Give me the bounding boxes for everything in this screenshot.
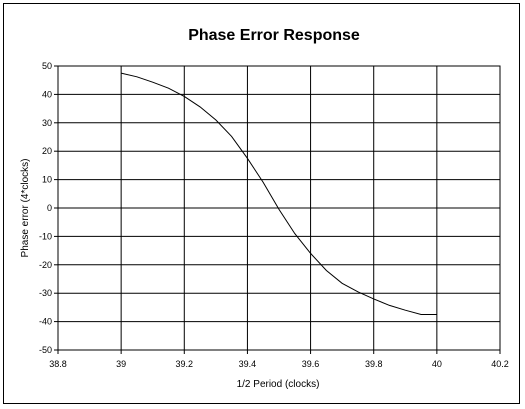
x-tick-label: 39.8	[365, 359, 383, 369]
y-tick-label: -10	[39, 231, 52, 241]
x-tick-label: 39.2	[176, 359, 194, 369]
y-tick-label: 10	[42, 175, 52, 185]
y-tick-label: 40	[42, 89, 52, 99]
y-tick-label: -50	[39, 345, 52, 355]
y-tick-label: -40	[39, 317, 52, 327]
y-axis-label: Phase error (4*clocks)	[20, 159, 31, 258]
y-tick-label: 0	[47, 203, 52, 213]
x-tick-label: 39.6	[302, 359, 320, 369]
x-axis-label: 1/2 Period (clocks)	[237, 379, 320, 390]
x-tick-label: 39.4	[239, 359, 257, 369]
series-line	[120, 72, 437, 315]
x-axis: 38.8 39 39.2 39.4 39.6 39.8 40 40.2	[49, 350, 509, 369]
y-axis: 50 40 30 20 10 0 -10 -20 -30 -40 -50	[39, 61, 58, 355]
grid	[57, 65, 501, 351]
x-tick-label: 40	[432, 359, 442, 369]
y-tick-label: -20	[39, 260, 52, 270]
x-tick-label: 38.8	[49, 359, 67, 369]
y-tick-label: 50	[42, 61, 52, 71]
y-tick-label: 30	[42, 118, 52, 128]
series-group	[120, 72, 437, 315]
y-tick-label: 20	[42, 146, 52, 156]
x-tick-label: 40.2	[491, 359, 509, 369]
x-tick-label: 39	[116, 359, 126, 369]
chart-title: Phase Error Response	[188, 27, 360, 44]
y-tick-label: -30	[39, 288, 52, 298]
chart-frame	[3, 3, 520, 404]
